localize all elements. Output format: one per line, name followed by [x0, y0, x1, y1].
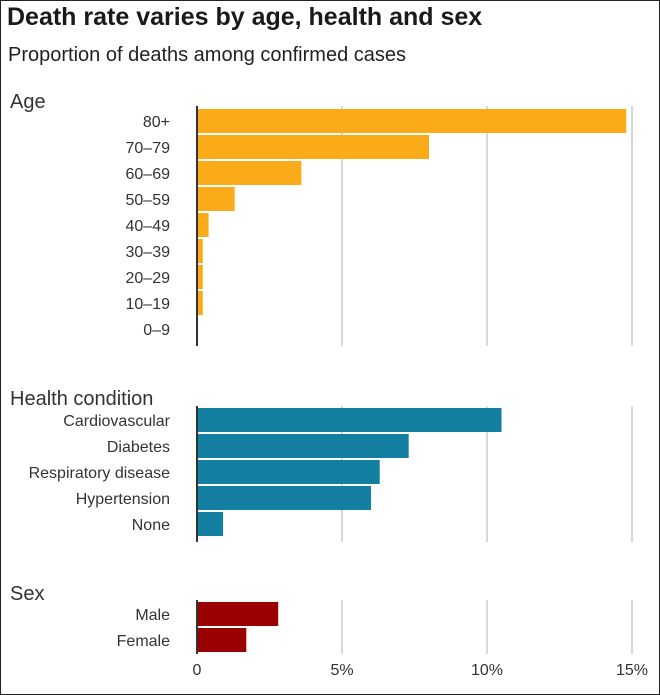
bar-age: [197, 239, 203, 263]
bar-age: [197, 109, 627, 133]
category-label: Hypertension: [76, 491, 170, 508]
bar-age: [197, 161, 302, 185]
category-label: 50–59: [126, 192, 171, 209]
bar-health: [197, 408, 502, 432]
section-heading-sex: Sex: [10, 583, 44, 605]
category-label: Respiratory disease: [29, 465, 171, 482]
bar-sex: [197, 602, 279, 626]
category-label: Cardiovascular: [63, 413, 170, 430]
bar-health: [197, 434, 409, 458]
x-tick-label: 0: [193, 662, 202, 679]
category-label: Female: [117, 633, 170, 650]
x-tick-label: 15%: [616, 662, 648, 679]
bar-health: [197, 512, 224, 536]
bar-age: [197, 291, 203, 315]
bar-age: [197, 187, 235, 211]
category-label: 40–49: [126, 218, 171, 235]
category-label: 20–29: [126, 270, 171, 287]
bar-health: [197, 460, 380, 484]
category-label: None: [132, 517, 170, 534]
chart-title: Death rate varies by age, health and sex: [7, 3, 483, 31]
category-label: Diabetes: [107, 439, 170, 456]
chart-subtitle: Proportion of deaths among confirmed cas…: [8, 44, 406, 66]
category-label: 60–69: [126, 166, 171, 183]
x-tick-label: 5%: [330, 662, 353, 679]
bar-sex: [197, 628, 247, 652]
bar-health: [197, 486, 371, 510]
category-label: 0–9: [143, 322, 170, 339]
category-label: 80+: [143, 114, 170, 131]
category-label: 10–19: [126, 296, 171, 313]
category-label: 70–79: [126, 140, 171, 157]
section-heading-health: Health condition: [10, 388, 153, 410]
section-heading-age: Age: [10, 91, 46, 113]
bar-age: [197, 135, 429, 159]
category-label: 30–39: [126, 244, 171, 261]
category-label: Male: [135, 607, 170, 624]
bar-age: [197, 265, 203, 289]
bar-age: [197, 213, 209, 237]
x-tick-label: 10%: [471, 662, 503, 679]
